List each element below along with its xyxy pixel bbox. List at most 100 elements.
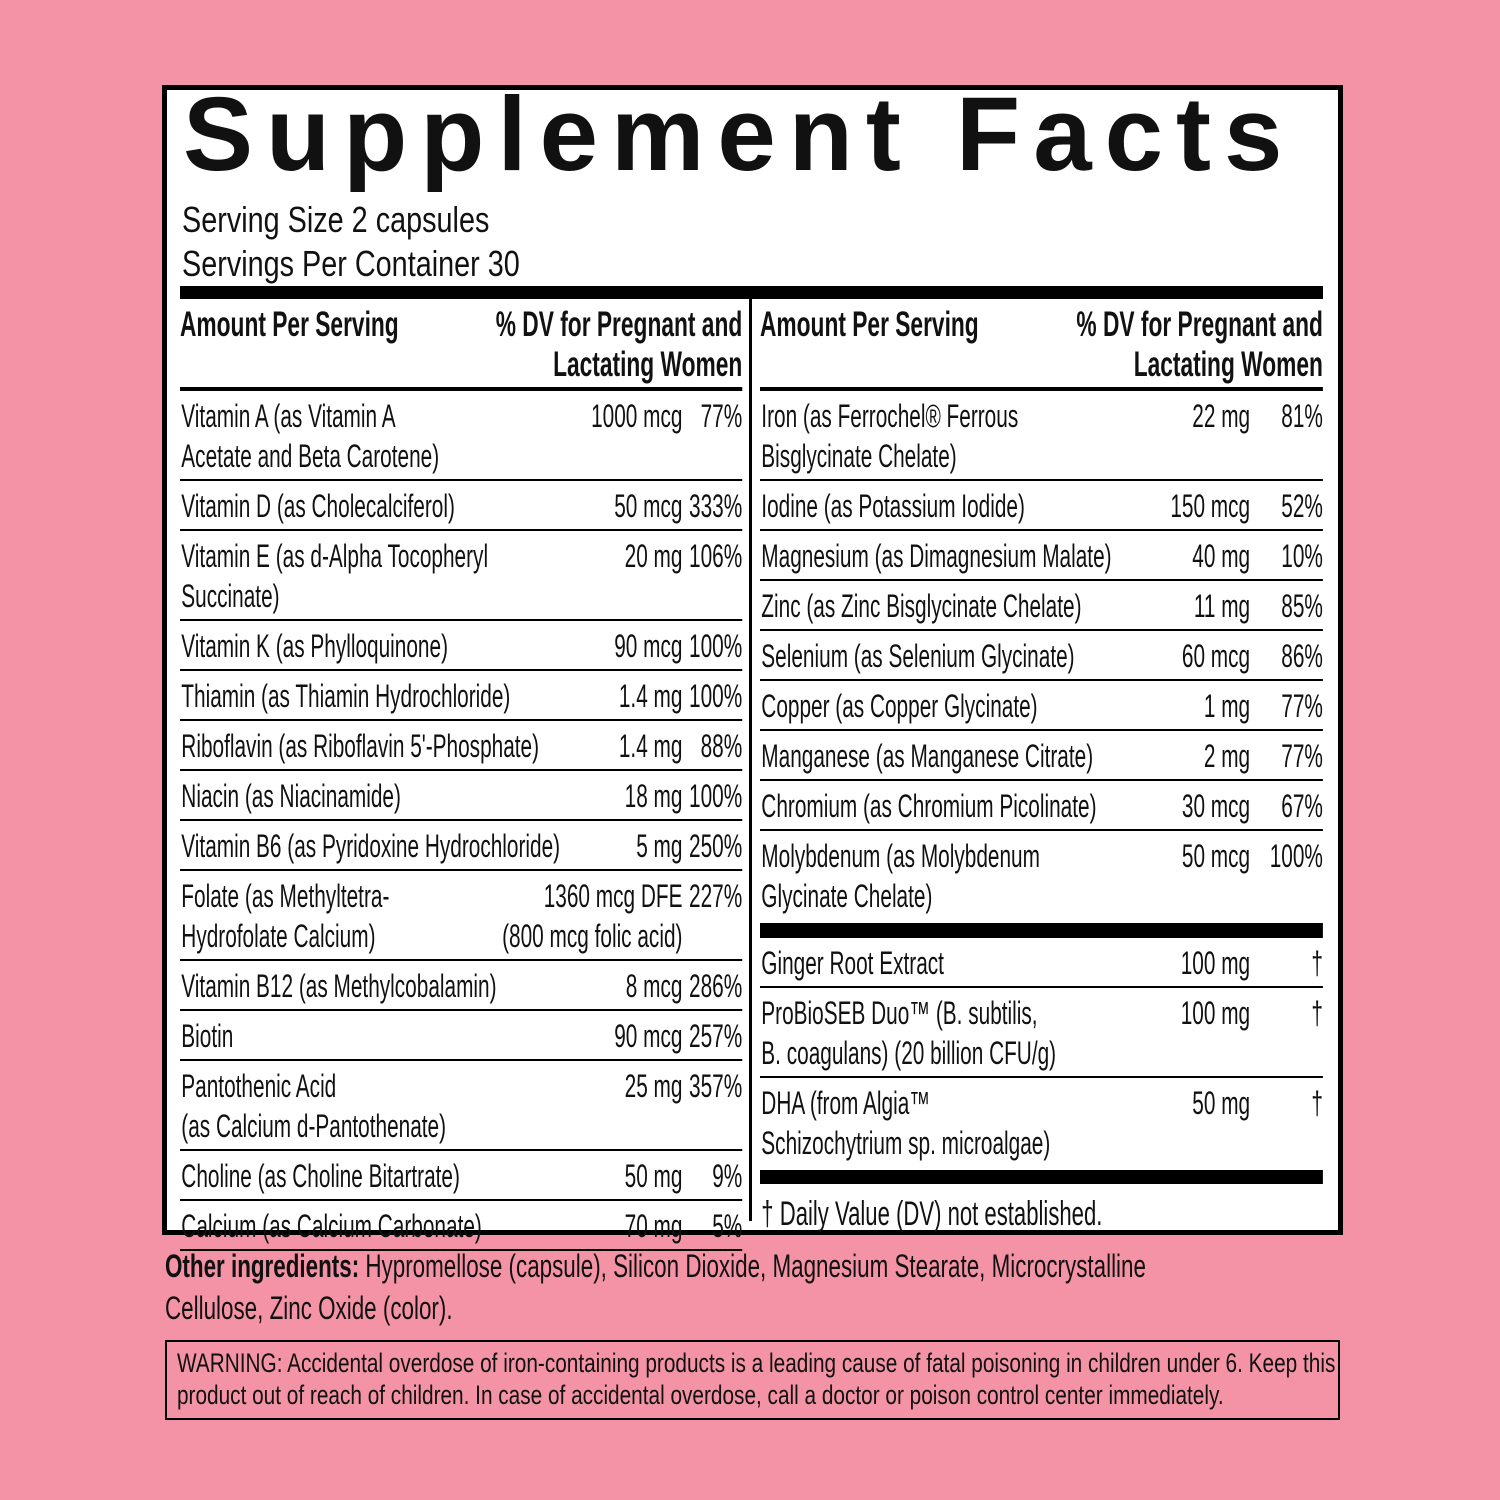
name-line: Iodine (as Potassium Iodide) bbox=[761, 488, 1025, 524]
nutrient-amount: 8 mcg bbox=[572, 966, 683, 1006]
nutrient-amount: 1.4 mg bbox=[572, 676, 683, 716]
daily-value: 333% bbox=[689, 488, 743, 524]
name-line: Calcium (as Calcium Carbonate) bbox=[181, 1208, 482, 1244]
daily-value: 257% bbox=[689, 1018, 743, 1054]
nutrient-amount: 50 mcg bbox=[572, 486, 683, 526]
name-line: Schizochytrium sp. microalgae) bbox=[761, 1125, 1051, 1161]
other-ingredients-text: Cellulose, Zinc Oxide (color). bbox=[165, 1290, 453, 1326]
daily-value: † bbox=[1311, 1085, 1323, 1121]
daily-value: 100% bbox=[689, 778, 743, 814]
name-line: Choline (as Choline Bitartrate) bbox=[181, 1158, 460, 1194]
nutrient-row: Vitamin D (as Cholecalciferol) 50 mcg 333% bbox=[180, 481, 743, 531]
nutrient-amount: 1.4 mg bbox=[572, 726, 683, 766]
name-line: ProBioSEB Duo™ (B. subtilis, bbox=[761, 995, 1038, 1031]
nutrient-name: Chromium (as Chromium Picolinate) bbox=[761, 786, 1139, 826]
amount-line: 100 mg bbox=[1180, 945, 1251, 981]
nutrient-amount: 5 mg bbox=[572, 826, 682, 866]
dv-header: % DV for Pregnant and Lactating Women bbox=[496, 305, 742, 387]
name-line: Zinc (as Zinc Bisglycinate Chelate) bbox=[761, 588, 1082, 624]
nutrient-name: Calcium (as Calcium Carbonate) bbox=[181, 1206, 572, 1246]
nutrient-name: Ginger Root Extract bbox=[761, 943, 1139, 983]
amount-line: (800 mcg folic acid) bbox=[502, 918, 683, 954]
nutrient-amount: 100 mg bbox=[1140, 993, 1251, 1073]
nutrient-row: Choline (as Choline Bitartrate) 50 mg 9% bbox=[180, 1151, 743, 1201]
daily-value: 77% bbox=[1281, 738, 1323, 774]
nutrient-name: Selenium (as Selenium Glycinate) bbox=[761, 636, 1139, 676]
nutrient-row: Chromium (as Chromium Picolinate) 30 mcg 6… bbox=[760, 781, 1323, 831]
daily-value: 100% bbox=[1269, 838, 1323, 874]
nutrient-row: Calcium (as Calcium Carbonate) 70 mg 5% bbox=[180, 1201, 743, 1251]
amount-line: 30 mcg bbox=[1181, 788, 1251, 824]
daily-value: 52% bbox=[1281, 488, 1323, 524]
name-line: Biotin bbox=[181, 1018, 234, 1054]
dv-header-line: Lactating Women bbox=[553, 345, 743, 384]
nutrient-amount: 90 mcg bbox=[572, 1016, 682, 1056]
nutrient-row: Vitamin B12 (as Methylcobalamin) 8 mcg 286… bbox=[180, 961, 743, 1011]
nutrient-amount: 22 mg bbox=[1140, 396, 1251, 476]
nutrient-name: Vitamin K (as Phylloquinone) bbox=[181, 626, 572, 666]
nutrient-row: Vitamin A (as Vitamin A Acetate and Beta … bbox=[180, 391, 743, 481]
column-header: Amount Per Serving % DV for Pregnant and L… bbox=[760, 299, 1323, 391]
dv-header: % DV for Pregnant and Lactating Women bbox=[1076, 305, 1322, 387]
nutrient-name: Pantothenic Acid (as Calcium d-Pantothena… bbox=[181, 1066, 572, 1146]
nutrient-row: Molybdenum (as Molybdenum Glycinate Chela… bbox=[760, 831, 1323, 919]
nutrient-row: Magnesium (as Dimagnesium Malate) 40 mg 10… bbox=[760, 531, 1323, 581]
amount-line: 25 mg bbox=[624, 1068, 683, 1104]
amount-header: Amount Per Serving bbox=[760, 305, 979, 344]
other-ingredients-label: Other ingredients: bbox=[165, 1248, 360, 1284]
amount-line: 50 mcg bbox=[614, 488, 683, 524]
daily-value: 286% bbox=[689, 968, 743, 1004]
nutrient-amount: 20 mg bbox=[572, 536, 683, 616]
name-line: Vitamin D (as Cholecalciferol) bbox=[181, 488, 455, 524]
nutrient-name: DHA (from Algia™ Schizochytrium sp. micro… bbox=[761, 1083, 1139, 1163]
nutrient-amount: 2 mg bbox=[1140, 736, 1251, 776]
nutrient-amount: 25 mg bbox=[572, 1066, 683, 1146]
dv-header-line: % DV for Pregnant and bbox=[1076, 305, 1323, 344]
amount-line: 2 mg bbox=[1203, 738, 1251, 774]
nutrient-name: Vitamin B12 (as Methylcobalamin) bbox=[181, 966, 572, 1006]
name-line: DHA (from Algia™ bbox=[761, 1085, 931, 1121]
daily-value: 100% bbox=[689, 628, 743, 664]
daily-value: 85% bbox=[1281, 588, 1323, 624]
nutrient-name: Thiamin (as Thiamin Hydrochloride) bbox=[181, 676, 572, 716]
nutrient-amount: 70 mg bbox=[572, 1206, 683, 1246]
amount-line: 50 mcg bbox=[1181, 838, 1251, 874]
name-line: Manganese (as Manganese Citrate) bbox=[761, 738, 1094, 774]
nutrient-row: Ginger Root Extract 100 mg † bbox=[760, 938, 1323, 988]
amount-line: 1.4 mg bbox=[618, 728, 683, 764]
nutrient-amount: 40 mg bbox=[1140, 536, 1250, 576]
nutrient-name: Zinc (as Zinc Bisglycinate Chelate) bbox=[761, 586, 1139, 626]
daily-value: 10% bbox=[1281, 538, 1323, 574]
name-line: Vitamin A (as Vitamin A bbox=[181, 398, 396, 434]
daily-value: 88% bbox=[700, 728, 743, 764]
column-divider bbox=[749, 299, 752, 1221]
nutrient-amount: 1000 mcg bbox=[572, 396, 682, 476]
right-column: Amount Per Serving % DV for Pregnant and L… bbox=[760, 299, 1323, 1234]
name-line: Chromium (as Chromium Picolinate) bbox=[761, 788, 1097, 824]
amount-line: 90 mcg bbox=[614, 628, 683, 664]
nutrient-amount: 60 mcg bbox=[1140, 636, 1250, 676]
amount-line: 150 mcg bbox=[1170, 488, 1251, 524]
amount-line: 22 mg bbox=[1192, 398, 1251, 434]
nutrient-amount: 100 mg bbox=[1140, 943, 1251, 983]
nutrient-name: Iron (as Ferrochel® Ferrous Bisglycinate … bbox=[761, 396, 1139, 476]
name-line: Riboflavin (as Riboflavin 5'-Phosphate) bbox=[181, 728, 540, 764]
nutrient-name: Magnesium (as Dimagnesium Malate) bbox=[761, 536, 1139, 576]
amount-line: 50 mg bbox=[624, 1158, 683, 1194]
servings-per-container: Servings Per Container 30 bbox=[182, 243, 520, 284]
daily-value: 67% bbox=[1281, 788, 1323, 824]
other-ingredients: Other ingredients: Hypromellose (capsule… bbox=[165, 1245, 1146, 1329]
daily-value: 100% bbox=[689, 678, 743, 714]
name-line: Vitamin E (as d-Alpha Tocopheryl bbox=[181, 538, 489, 574]
nutrient-name: Copper (as Copper Glycinate) bbox=[761, 686, 1139, 726]
thick-rule bbox=[760, 923, 1323, 938]
warning-line: product out of reach of children. In cas… bbox=[177, 1380, 1224, 1410]
daily-value: 81% bbox=[1281, 398, 1323, 434]
serving-info: Serving Size 2 capsules Servings Per Con… bbox=[182, 198, 520, 286]
amount-line: 100 mg bbox=[1180, 995, 1251, 1031]
facts-box bbox=[162, 85, 1343, 1235]
daily-value: † bbox=[1311, 945, 1323, 981]
nutrient-row: Folate (as Methyltetra- Hydrofolate Calci… bbox=[180, 871, 743, 961]
other-ingredients-text: Hypromellose (capsule), Silicon Dioxide,… bbox=[365, 1248, 1146, 1284]
left-column: Amount Per Serving % DV for Pregnant and L… bbox=[180, 299, 743, 1251]
